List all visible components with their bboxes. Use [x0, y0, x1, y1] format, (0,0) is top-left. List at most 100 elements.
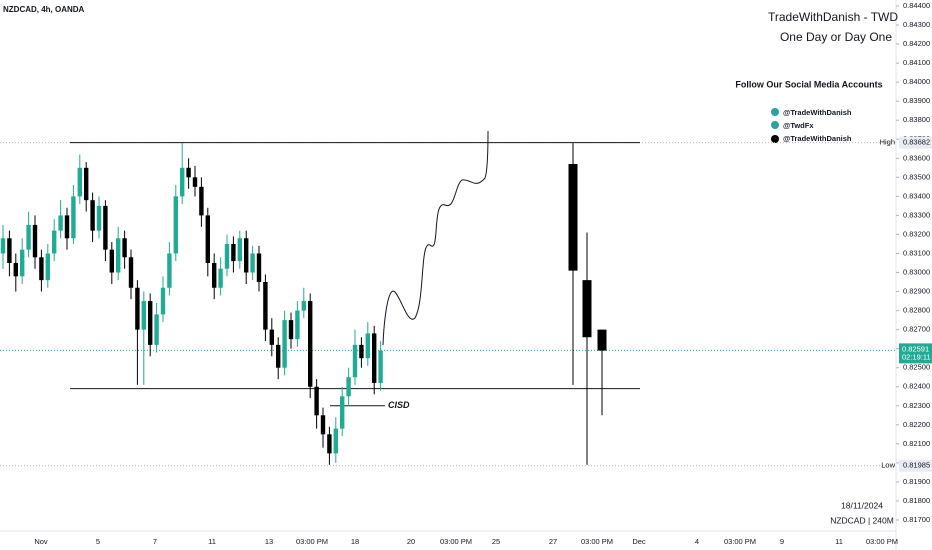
candle-body	[244, 238, 249, 273]
x-tick-label: 20	[407, 537, 415, 546]
candle-body	[346, 377, 351, 397]
candle-body	[263, 282, 268, 330]
level-name: Low	[881, 461, 895, 470]
candle-body	[276, 344, 281, 368]
date: 18/11/2024	[841, 500, 883, 510]
x-tick-label: 03:00 PM	[724, 537, 756, 546]
current-price-tag	[899, 343, 932, 364]
candle-body	[359, 344, 364, 359]
candle-body	[167, 253, 172, 288]
y-tick-label: 0.82900	[903, 287, 930, 296]
candle-body	[13, 263, 18, 277]
y-tick-label: 0.84400	[903, 1, 930, 10]
candle-body	[128, 257, 134, 288]
candle-body	[340, 396, 345, 429]
x-tick-label: 03:00 PM	[440, 537, 472, 546]
y-tick-label: 0.81700	[903, 515, 930, 524]
candle-body	[333, 428, 338, 454]
candle-body	[154, 314, 159, 345]
candle-body	[39, 257, 44, 281]
candle-body	[212, 263, 217, 288]
candle-body	[52, 230, 57, 254]
x-tick-label: 11	[208, 537, 216, 546]
candle-body	[103, 205, 108, 250]
y-tick-label: 0.82100	[903, 439, 930, 448]
brand: TradeWithDanish - TWD	[768, 10, 898, 24]
candle-body	[90, 200, 95, 231]
candle-body	[372, 333, 377, 383]
y-tick-label: 0.83300	[903, 210, 930, 219]
candle-body	[32, 224, 38, 258]
level-value: 0.83682	[903, 138, 930, 147]
current-price: 0.82591	[902, 344, 929, 353]
level-name: High	[880, 138, 895, 147]
candle-body	[237, 238, 242, 262]
candle-body	[269, 329, 274, 345]
x-tick-label: 13	[265, 537, 273, 546]
social[interactable]: @TradeWithDanish	[783, 134, 852, 143]
candle-body	[250, 253, 255, 273]
candle-body	[205, 215, 210, 263]
x-tick-label: 5	[96, 537, 100, 546]
y-tick-label: 0.82700	[903, 325, 930, 334]
candle-body	[26, 224, 31, 250]
y-tick-label: 0.83400	[903, 191, 930, 200]
y-tick-label: 0.84000	[903, 77, 930, 86]
y-tick-label: 0.83600	[903, 153, 930, 162]
level-tag	[899, 459, 932, 472]
candle-body	[231, 243, 236, 262]
candle-body	[71, 196, 76, 239]
candle-body	[365, 333, 370, 359]
social[interactable]: @TradeWithDanish	[783, 108, 852, 117]
candle-body	[160, 287, 166, 315]
y-tick-label: 0.82400	[903, 382, 930, 391]
symbol: NZDCAD, 4h, OANDA	[3, 5, 85, 14]
candle-body	[148, 301, 153, 345]
candle-body	[301, 301, 306, 311]
y-tick-label: 0.83100	[903, 248, 930, 257]
y-tick-label: 0.81900	[903, 477, 930, 486]
candle-body	[378, 350, 383, 383]
candle-body	[135, 287, 140, 330]
x-tick-label: 7	[153, 537, 157, 546]
candle-body	[256, 253, 262, 283]
candle-body	[327, 434, 332, 454]
projection-path	[382, 130, 489, 346]
candle-body	[122, 238, 127, 258]
candle-body	[314, 386, 319, 416]
y-tick-label: 0.83500	[903, 172, 930, 181]
candle-body	[77, 167, 82, 197]
social[interactable]: @TwdFx	[783, 121, 814, 130]
follow: Follow Our Social Media Accounts	[735, 79, 882, 89]
y-tick-label: 0.83200	[903, 229, 930, 238]
telegram-icon	[771, 121, 779, 129]
y-tick-label: 0.82500	[903, 363, 930, 372]
candle-body	[7, 238, 12, 263]
candle-body	[218, 268, 223, 288]
x-tick-label: 4	[695, 537, 699, 546]
candle-body	[308, 301, 313, 387]
candle-body	[582, 280, 592, 338]
candle-body	[295, 310, 300, 340]
y-tick-label: 0.84100	[903, 58, 930, 67]
y-tick-label: 0.82800	[903, 306, 930, 315]
candle-body	[597, 329, 607, 351]
candle-body	[109, 249, 114, 273]
twitter-icon	[771, 108, 779, 116]
candle-body	[116, 238, 121, 273]
candle-body	[186, 167, 191, 178]
candle-body	[96, 205, 102, 231]
candle-body	[199, 186, 204, 216]
x-tick-label: Dec	[632, 537, 646, 546]
x-tick-label: 03:00 PM	[296, 537, 328, 546]
countdown: 02:19:11	[902, 352, 931, 361]
x-tick-label: 03:00 PM	[866, 537, 898, 546]
x-tick-label: 11	[835, 537, 843, 546]
cisd-label: CISD	[388, 400, 410, 410]
candle-body	[282, 320, 287, 368]
candle-body	[141, 301, 146, 330]
candle-body	[352, 344, 358, 378]
candle-body	[58, 215, 63, 231]
